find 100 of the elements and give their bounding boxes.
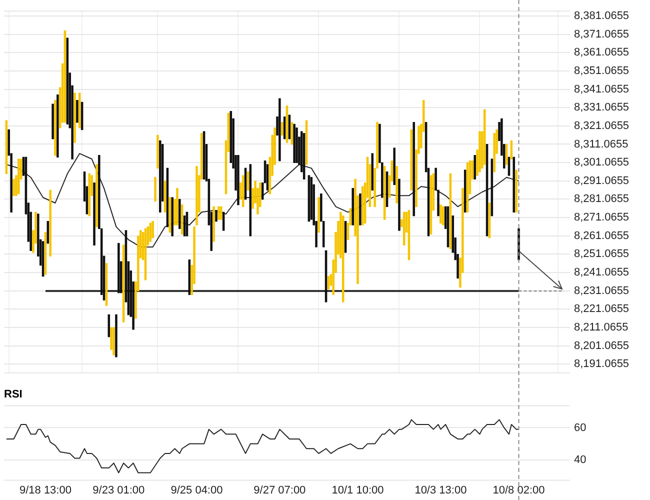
candlestick [152,220,154,238]
candlestick [302,132,306,180]
candlestick [18,158,20,194]
candlestick [293,124,296,164]
x-tick-label: 10/1 10:00 [332,484,384,496]
candlestick [112,326,115,356]
x-tick-label: 9/23 01:00 [92,484,145,496]
candlestick [440,204,442,224]
candlestick [410,129,413,190]
candlestick [318,197,320,233]
candlestick [327,276,330,290]
candlestick [96,164,98,228]
candlestick [237,155,240,206]
candlestick [44,232,47,275]
candlestick [362,186,364,226]
candlestick [466,162,469,212]
candlestick [278,98,281,162]
candlestick [510,140,513,160]
candlestick [176,188,178,226]
y-tick-label: 8,301.0655 [574,156,630,169]
candlestick [308,175,310,222]
candlestick [115,314,118,358]
y-tick-label: 8,281.0655 [574,193,630,206]
y-tick-label: 8,311.0655 [574,138,628,150]
candlestick [52,104,54,140]
candlestick [324,250,328,302]
candlestick [359,194,362,226]
candlestick [398,178,400,231]
candlestick [246,172,250,190]
candlestick [464,170,466,212]
candlestick [149,222,152,242]
y-tick-label: 8,321.0655 [574,120,630,132]
candlestick [396,166,398,204]
y-tick-label: 8,191.0655 [574,358,630,370]
candlestick [490,158,494,216]
candlestick [166,168,169,228]
candlestick [105,262,108,306]
candlestick [186,212,188,236]
candlestick [46,220,50,244]
candlestick [286,106,288,143]
candlestick [305,120,308,165]
candlestick [486,144,488,236]
candlestick [442,206,444,226]
candlestick [144,228,147,280]
y-tick-label: 8,361.0655 [574,46,630,59]
candlestick [183,215,186,236]
candlestick [296,127,298,164]
candlestick [78,92,81,128]
candlestick [180,204,184,234]
candlestick [159,140,162,212]
candlestick [283,116,286,140]
y-tick-label: 8,231.0655 [574,284,630,297]
candlestick [178,199,181,229]
candlestick [54,100,56,156]
candlestick [288,114,291,140]
candlestick [352,188,354,226]
candlestick [474,155,476,180]
candlestick [76,100,78,123]
candlestick [488,202,491,238]
candlestick [430,175,432,234]
x-tick-label: 9/27 07:00 [254,484,306,496]
candlestick [80,102,84,130]
y-tick-label: 8,221.0655 [574,303,630,316]
candlestick [478,131,481,172]
y-tick-label: 8,261.0655 [574,230,630,242]
x-tick-label: 9/18 13:00 [19,484,72,496]
y-tick-label: 8,371.0655 [574,28,630,40]
candlestick [449,173,452,250]
candlestick [64,30,66,123]
candlestick [446,206,450,248]
y-tick-label: 8,331.0655 [574,102,630,114]
candlestick [505,144,508,165]
y-tick-label: 8,211.0655 [574,322,628,334]
candlestick [108,314,110,338]
candlestick [164,180,166,212]
candlestick [242,175,244,207]
candlestick [202,131,206,180]
candlestick [220,206,222,220]
candlestick [154,177,156,202]
y-tick-label: 40 [574,454,586,466]
y-tick-label: 8,381.0655 [574,10,630,22]
y-tick-label: 8,351.0655 [574,64,630,77]
candlestick [118,242,120,294]
candlestick [93,182,96,246]
candlestick [515,170,518,212]
candlestick [215,210,218,222]
x-tick-label: 10/3 13:00 [414,484,467,496]
candlestick [188,259,191,295]
candlestick [171,197,174,236]
candlestick [56,94,59,158]
x-tick-label: 10/8 02:00 [492,484,545,496]
candlestick [412,122,415,216]
candlestick [402,212,406,246]
candlestick [66,38,69,125]
y-tick-label: 60 [574,422,586,434]
candlestick [290,122,294,145]
candlestick [244,168,247,200]
chart-title: RSI [4,388,22,401]
y-tick-label: 8,251.0655 [574,248,630,260]
y-tick-label: 8,271.0655 [574,212,630,224]
